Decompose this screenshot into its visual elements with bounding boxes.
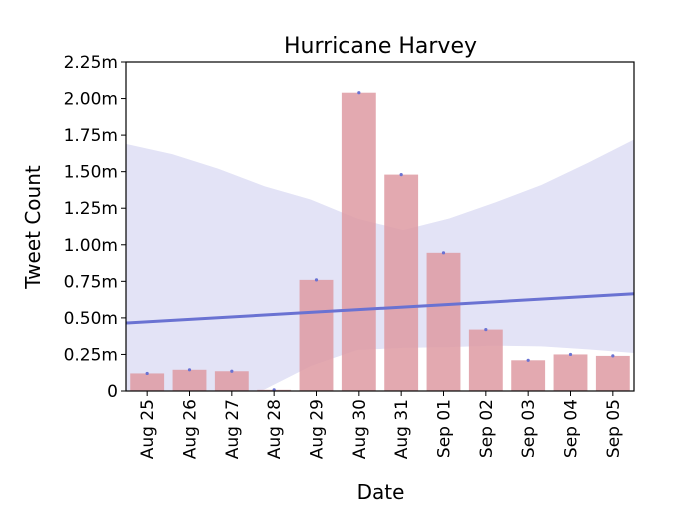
data-point — [611, 354, 615, 358]
data-point — [484, 327, 488, 332]
bar-sep-05 — [595, 355, 630, 391]
trend-line — [125, 292, 635, 325]
y-axis-label: Tweet Count — [21, 165, 45, 290]
data-point — [568, 352, 573, 357]
y-tick-label: 1.25m — [64, 199, 118, 219]
x-tick-label: Sep 01 — [435, 399, 455, 458]
bar-aug-29 — [299, 279, 334, 391]
y-tick-label: 1.75m — [64, 126, 118, 146]
bar-sep-04 — [553, 354, 588, 391]
bar-aug-25 — [130, 373, 165, 391]
data-point — [357, 91, 361, 95]
y-tick-label: 1.00m — [64, 236, 118, 256]
bar-aug-27 — [214, 371, 249, 391]
x-tick-label: Sep 05 — [604, 399, 624, 458]
x-tick-label: Sep 04 — [562, 399, 582, 458]
bar-aug-31 — [384, 174, 419, 391]
bar-sep-02 — [468, 329, 503, 391]
bar-aug-30 — [341, 92, 376, 391]
chart-title: Hurricane Harvey — [284, 34, 477, 59]
x-tick-label: Aug 30 — [350, 399, 370, 459]
bar-aug-26 — [172, 369, 207, 391]
x-tick-label: Aug 31 — [392, 399, 412, 459]
y-tick-label: 1.50m — [64, 163, 118, 183]
plot-area: 0 0.25m 0.50m 0.75m 1.00m 1.25m 1.50m 1.75m 2.00… — [64, 53, 635, 459]
x-tick-label: Aug 28 — [265, 399, 285, 459]
data-point — [526, 358, 530, 362]
x-tick-label: Aug 26 — [181, 399, 201, 459]
y-tick-label: 0.25m — [64, 345, 118, 365]
bar-sep-03 — [511, 360, 546, 391]
data-point — [314, 278, 319, 282]
plot-frame — [125, 61, 635, 392]
y-tick-label: 0.75m — [64, 272, 118, 292]
data-point — [145, 371, 149, 376]
x-tick-label: Aug 25 — [138, 399, 158, 459]
x-tick-label: Aug 29 — [308, 399, 328, 459]
x-tick-label: Sep 02 — [477, 399, 497, 458]
confidence-band — [126, 139, 634, 391]
y-tick-label: 2.25m — [64, 53, 118, 73]
data-point — [441, 251, 446, 255]
data-point — [399, 172, 403, 177]
y-tick-label: 0.50m — [64, 309, 118, 329]
y-tick-label: 2.00m — [64, 90, 118, 110]
x-tick-label: Sep 03 — [519, 399, 539, 458]
x-tick-label: Aug 27 — [223, 399, 243, 459]
y-tick-label: 0 — [107, 382, 118, 402]
data-point — [187, 368, 192, 372]
x-axis-label: Date — [357, 480, 405, 504]
bar-sep-01 — [426, 252, 461, 391]
data-point — [230, 369, 234, 373]
